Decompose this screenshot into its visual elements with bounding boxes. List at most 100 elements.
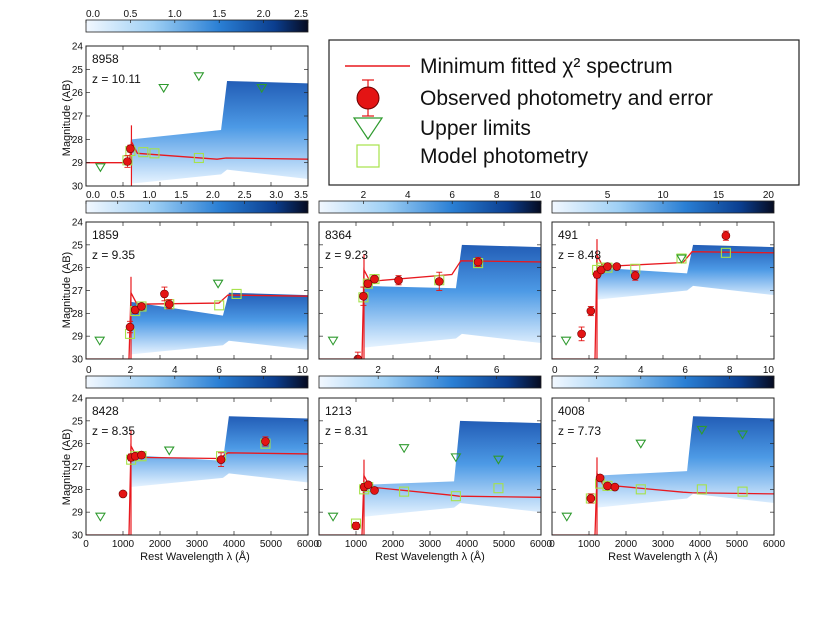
upper-limit-point <box>94 163 106 173</box>
observed-photometry-point <box>137 302 146 311</box>
legend: Minimum fitted χ² spectrum Observed phot… <box>328 39 800 186</box>
observed-photometry-point <box>370 486 379 495</box>
y-tick-label: 28 <box>72 309 84 320</box>
colorbar-tick-label: 6 <box>682 365 688 376</box>
panel-4008: 0 2 4 6 8 10 0 1000 2000 3000 4000 5000 6000 4008 z = … <box>549 365 785 550</box>
panel-491: 5 10 15 20 491 z = 8.48 <box>551 190 775 360</box>
colorbar-tick-label: 8 <box>727 365 733 376</box>
upper-limit-point <box>158 83 170 94</box>
observed-photometry-point <box>586 306 596 316</box>
observed-photometry-point <box>125 322 135 332</box>
colorbar-tick-label: 2.5 <box>294 9 308 20</box>
observed-photometry-point <box>577 329 586 339</box>
y-tick-label: 28 <box>72 485 84 496</box>
legend-observed-label: Observed photometry and error <box>420 87 713 110</box>
upper-limit-point <box>193 72 205 82</box>
model-photometry-point <box>635 484 646 495</box>
panel-redshift-label: z = 9.23 <box>325 248 368 262</box>
colorbar-tick-label: 10 <box>530 190 542 201</box>
observed-photometry-point <box>359 291 368 301</box>
panel-redshift-label: z = 8.35 <box>92 424 135 438</box>
observed-photometry-point <box>473 257 483 267</box>
panel-id-label: 8958 <box>92 52 119 66</box>
upper-limit-point <box>256 83 268 94</box>
colorbar-tick-label: 15 <box>713 190 725 201</box>
observed-photometry-point <box>118 489 128 499</box>
observed-photometry-point <box>160 289 169 299</box>
y-tick-label: 25 <box>72 416 84 427</box>
y-tick-label: 30 <box>72 531 84 542</box>
y-tick-label: 29 <box>72 332 84 343</box>
colorbar-tick-label: 10 <box>657 190 669 201</box>
x-tick-label: 3000 <box>419 539 442 550</box>
upper-limit-point <box>560 336 572 346</box>
y-tick-label: 30 <box>72 182 84 193</box>
panel-id-label: 8364 <box>325 228 352 242</box>
legend-model-marker <box>356 144 380 168</box>
colorbar-tick-label: 8 <box>261 365 267 376</box>
model-photometry-point <box>737 486 748 497</box>
panel-1859: 0.0 0.5 1.0 1.5 2.0 2.5 3.0 3.5 24 25 26 27 28 29 30 18… <box>72 190 309 366</box>
x-tick-label: 3000 <box>652 539 675 550</box>
panel-redshift-label: z = 7.73 <box>558 424 601 438</box>
model-spectra-fan <box>363 244 541 348</box>
colorbar <box>85 375 309 389</box>
panel-redshift-label: z = 8.31 <box>325 424 368 438</box>
x-axis-label-col1: Rest Wavelength λ (Å) <box>140 550 250 563</box>
colorbar-tick-label: 4 <box>638 365 644 376</box>
x-axis-label-col3: Rest Wavelength λ (Å) <box>608 550 718 563</box>
panel-id-label: 491 <box>558 228 578 242</box>
upper-limit-point <box>327 336 339 346</box>
x-tick-label: 3000 <box>186 539 209 550</box>
model-photometry-point <box>450 491 461 502</box>
x-tick-label: 0 <box>316 539 322 550</box>
colorbar-tick-label: 10 <box>763 365 775 376</box>
upper-limit-point <box>398 444 410 454</box>
observed-photometry-point <box>612 262 622 271</box>
colorbar-tick-label: 0.5 <box>111 190 125 201</box>
colorbar-tick-label: 20 <box>763 190 775 201</box>
x-tick-label: 2000 <box>149 539 172 550</box>
x-tick-label: 6000 <box>297 539 320 550</box>
panel-8958: 0.0 0.5 1.0 1.5 2.0 2.5 24 25 26 27 28 29 30 8958 z = … <box>72 9 309 193</box>
model-spectra-fan <box>363 420 541 517</box>
observed-photometry-point <box>610 482 620 492</box>
model-spectra-fan <box>130 292 308 355</box>
y-tick-label: 24 <box>72 394 84 405</box>
model-photometry-point <box>369 274 380 285</box>
observed-photometry-point <box>351 521 361 531</box>
x-tick-label: 1000 <box>578 539 601 550</box>
colorbar-tick-label: 2 <box>128 365 134 376</box>
colorbar-tick-label: 6 <box>449 190 455 201</box>
legend-model-label: Model photometry <box>420 145 589 168</box>
observed-photometry-point <box>595 473 605 483</box>
upper-limit-point <box>327 512 339 522</box>
model-photometry-point <box>720 247 731 258</box>
colorbar-tick-label: 5 <box>605 190 611 201</box>
x-tick-label: 4000 <box>223 539 246 550</box>
x-tick-label: 0 <box>83 539 89 550</box>
x-tick-label: 0 <box>549 539 555 550</box>
colorbar <box>85 19 309 33</box>
y-axis-label-row3: Magnitude (AB) <box>61 429 73 505</box>
colorbar-tick-label: 4 <box>172 365 178 376</box>
colorbar-tick-label: 1.0 <box>168 9 182 20</box>
x-axis-label-col2: Rest Wavelength λ (Å) <box>375 550 485 563</box>
observed-photometry-point <box>630 271 640 280</box>
upper-limit-point <box>737 430 749 440</box>
observed-photometry-point <box>586 494 596 503</box>
model-photometry-point <box>231 288 242 299</box>
panel-1213: 2 4 6 0 1000 2000 3000 4000 5000 6000 1213 z = 8.31 <box>316 365 552 550</box>
colorbar-tick-label: 3.5 <box>294 190 308 201</box>
legend-upper-limit-marker <box>352 117 384 141</box>
upper-limit-point <box>163 446 175 456</box>
upper-limit-point <box>492 455 504 465</box>
x-tick-label: 1000 <box>112 539 135 550</box>
colorbar-tick-label: 0 <box>552 365 558 376</box>
observed-photometry-point <box>363 279 373 288</box>
upper-limit-point <box>94 512 106 522</box>
y-tick-label: 27 <box>72 286 84 297</box>
legend-fit-label: Minimum fitted χ² spectrum <box>420 55 673 78</box>
model-photometry-point <box>399 486 410 497</box>
